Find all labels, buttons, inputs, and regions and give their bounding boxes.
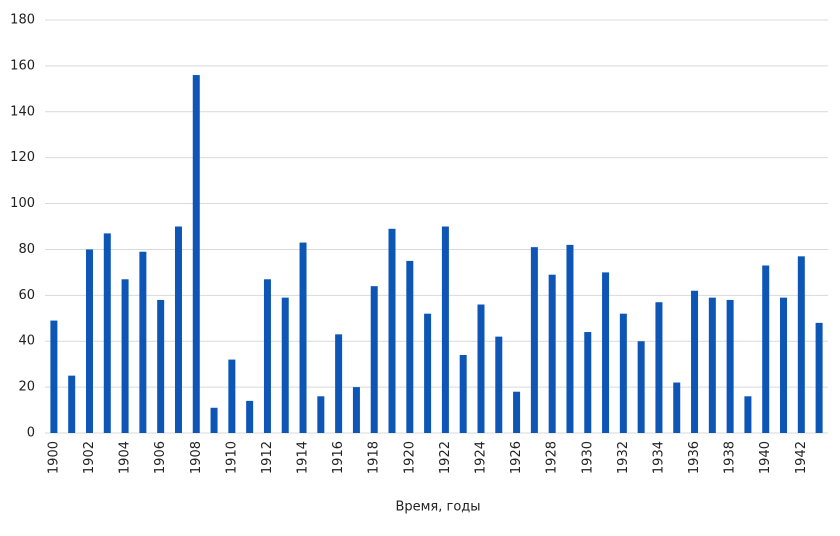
x-tick-label: 1914 — [296, 441, 311, 474]
y-tick-label: 40 — [18, 334, 35, 349]
bar — [210, 407, 218, 433]
bar — [673, 382, 681, 433]
bar — [50, 320, 58, 433]
bar — [352, 387, 360, 433]
bar — [780, 297, 788, 433]
x-tick-label: 1900 — [46, 441, 61, 474]
bar — [388, 228, 396, 433]
bar — [103, 233, 111, 433]
x-axis-title: Время, годы — [395, 500, 480, 515]
bar — [619, 313, 627, 433]
bar — [566, 244, 574, 433]
x-tick-label: 1910 — [224, 441, 239, 474]
bar — [406, 260, 414, 433]
bar — [744, 396, 752, 433]
bar — [263, 279, 271, 433]
y-tick-label: 160 — [10, 58, 35, 73]
y-tick-label: 60 — [18, 288, 35, 303]
bar — [584, 332, 592, 433]
bar — [655, 302, 663, 433]
bar — [370, 286, 378, 433]
bar — [691, 290, 699, 433]
x-tick-label: 1906 — [153, 441, 168, 474]
y-tick-label: 20 — [18, 380, 35, 395]
bar — [317, 396, 325, 433]
bar — [246, 400, 254, 433]
x-tick-label: 1916 — [331, 441, 346, 474]
bar — [637, 341, 645, 433]
bar — [139, 251, 147, 433]
bar — [513, 391, 521, 433]
bar — [85, 249, 93, 433]
x-tick-label: 1930 — [580, 441, 595, 474]
bar — [530, 247, 538, 433]
bar — [815, 322, 823, 433]
bar — [335, 334, 343, 433]
bar — [192, 75, 200, 434]
x-tick-label: 1928 — [545, 441, 560, 474]
bar — [726, 299, 734, 433]
x-tick-label: 1936 — [687, 441, 702, 474]
x-tick-label: 1908 — [189, 441, 204, 474]
y-tick-label: 100 — [10, 196, 35, 211]
bar — [121, 279, 129, 433]
bar — [602, 272, 610, 433]
x-tick-label: 1934 — [651, 441, 666, 474]
bar — [441, 226, 449, 433]
bar — [797, 256, 805, 433]
bar — [281, 297, 289, 433]
bar — [157, 299, 165, 433]
x-tick-label: 1912 — [260, 441, 275, 474]
x-tick-label: 1902 — [82, 441, 97, 474]
bar — [495, 336, 503, 433]
bar — [68, 375, 76, 433]
x-tick-label: 1940 — [758, 441, 773, 474]
y-tick-label: 80 — [18, 242, 35, 257]
bar — [477, 304, 485, 433]
x-tick-label: 1904 — [118, 441, 133, 474]
x-tick-label: 1920 — [402, 441, 417, 474]
x-tick-label: 1918 — [367, 441, 382, 474]
x-tick-label: 1942 — [794, 441, 809, 474]
bar — [548, 274, 556, 433]
y-tick-label: 140 — [10, 104, 35, 119]
y-tick-label: 0 — [27, 426, 35, 441]
x-tick-label: 1938 — [723, 441, 738, 474]
x-tick-label: 1926 — [509, 441, 524, 474]
x-tick-label: 1924 — [473, 441, 488, 474]
y-tick-label: 180 — [10, 13, 35, 28]
bar — [459, 354, 467, 433]
bar — [708, 297, 716, 433]
bar — [174, 226, 182, 433]
bar — [228, 359, 236, 433]
y-tick-label: 120 — [10, 150, 35, 165]
x-tick-label: 1932 — [616, 441, 631, 474]
bar — [424, 313, 432, 433]
bar — [762, 265, 770, 433]
x-tick-label: 1922 — [438, 441, 453, 474]
bar — [299, 242, 307, 433]
